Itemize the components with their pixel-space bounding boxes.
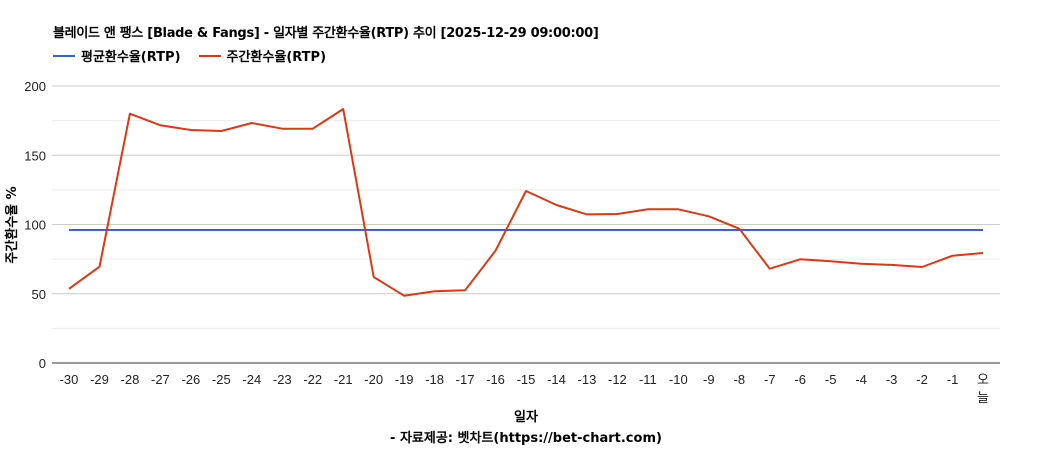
x-axis-ticks: -30 -29 -28 -27 -26 -25 -24 -23 -22 -21 -20 -19 -18-… — [60, 372, 989, 405]
x-tick-label: -21 — [334, 372, 353, 387]
x-tick-label: -12 — [608, 372, 627, 387]
x-tick-label: -17 — [456, 372, 475, 387]
x-tick-label: -19 — [395, 372, 414, 387]
y-tick-label: 200 — [24, 79, 46, 94]
x-tick-label: -1 — [947, 372, 959, 387]
x-tick-label: -9 — [703, 372, 715, 387]
source-footer: - 자료제공: 벳차트(https://bet-chart.com) — [390, 431, 662, 446]
y-tick-label: 50 — [32, 287, 46, 302]
legend-swatch-average — [53, 54, 75, 57]
y-tick-label: 100 — [24, 218, 46, 233]
legend: 평균환수율(RTP) 주간환수율(RTP) — [53, 46, 344, 65]
legend-item-weekly[interactable]: 주간환수율(RTP) — [198, 46, 327, 65]
x-tick-label: -7 — [764, 372, 776, 387]
legend-item-average[interactable]: 평균환수율(RTP) — [53, 46, 181, 65]
x-tick-label: -13 — [578, 372, 597, 387]
x-tick-label: -15 — [517, 372, 536, 387]
x-axis-title: 일자 — [514, 410, 538, 425]
x-tick-label: -29 — [90, 372, 109, 387]
x-tick-label: -25 — [212, 372, 231, 387]
x-tick-label: -27 — [151, 372, 170, 387]
x-tick-label: -4 — [855, 372, 867, 387]
x-tick-label: -5 — [825, 372, 837, 387]
gridlines — [52, 85, 1000, 329]
y-tick-label: 150 — [24, 148, 46, 163]
x-tick-label: -6 — [794, 372, 806, 387]
x-tick-label: -8 — [733, 372, 745, 387]
x-tick-label: -30 — [60, 372, 79, 387]
x-tick-label: -3 — [886, 372, 898, 387]
x-tick-label: -14 — [547, 372, 566, 387]
x-tick-label: -22 — [303, 372, 322, 387]
x-tick-label: -10 — [669, 372, 688, 387]
y-axis-ticks: 0 50 100 150 200 — [24, 79, 46, 371]
y-tick-label: 0 — [39, 356, 46, 371]
y-axis-title: 주간환수율 % — [4, 186, 20, 263]
x-tick-label: -16 — [486, 372, 505, 387]
legend-label-average: 평균환수율(RTP) — [81, 50, 181, 65]
x-tick-label: -26 — [181, 372, 200, 387]
x-tick-label: -11 — [639, 372, 657, 387]
legend-label-weekly: 주간환수율(RTP) — [226, 50, 327, 65]
x-tick-label: 늘 — [977, 390, 989, 405]
x-tick-label: -20 — [364, 372, 383, 387]
x-tick-label: -28 — [121, 372, 140, 387]
x-tick-label: -23 — [273, 372, 292, 387]
x-tick-label: -2 — [916, 372, 928, 387]
chart-title: 블레이드 앤 팽스 [Blade & Fangs] - 일자별 주간환수율(RT… — [53, 26, 599, 41]
legend-swatch-weekly — [198, 54, 221, 57]
x-tick-label: 오 — [977, 372, 989, 387]
x-tick-label: -24 — [242, 372, 261, 387]
weekly-rtp-line[interactable] — [68, 108, 984, 297]
x-tick-label: -18 — [425, 372, 444, 387]
